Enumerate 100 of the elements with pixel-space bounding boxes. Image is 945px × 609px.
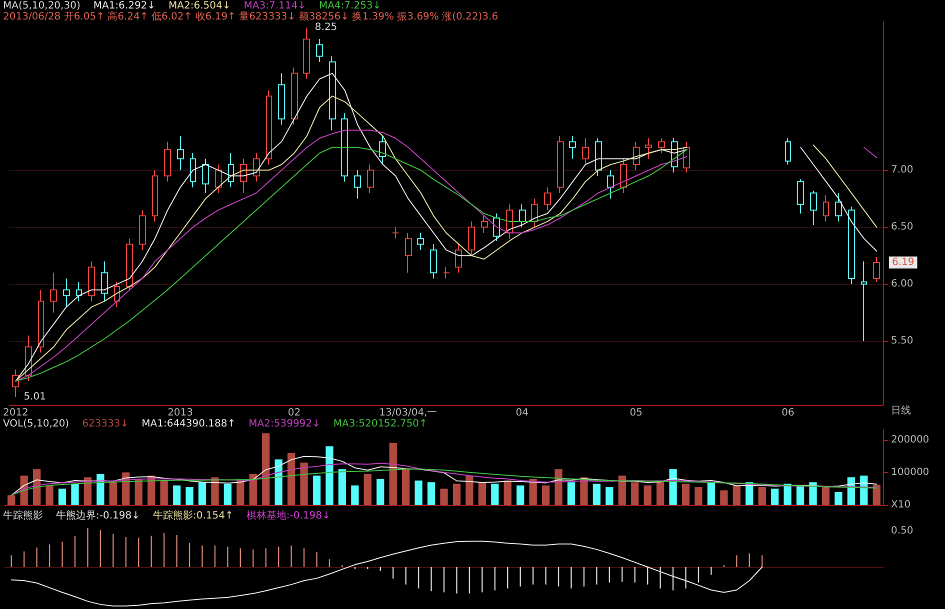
x-tick-label: 04 xyxy=(516,408,529,418)
candlestick xyxy=(658,138,665,154)
candlestick xyxy=(481,215,488,234)
bar xyxy=(58,488,66,505)
candlestick xyxy=(683,141,690,173)
y-tick-label: 6.50 xyxy=(891,222,914,233)
bar xyxy=(732,485,740,505)
bar xyxy=(784,484,792,505)
y-tick-label: 200000 xyxy=(891,434,930,446)
bar xyxy=(300,462,308,505)
line-series xyxy=(10,468,878,496)
candlestick xyxy=(443,266,450,279)
bar xyxy=(440,488,448,505)
x-tick-label: 2012 xyxy=(2,408,28,418)
candlestick xyxy=(316,38,323,62)
bar xyxy=(71,484,79,505)
text: 牛熊边界:-0.198↓ xyxy=(56,510,140,522)
bar xyxy=(758,487,766,505)
bar xyxy=(554,469,562,505)
candlestick xyxy=(38,289,44,354)
bar xyxy=(376,478,384,505)
annotation: 5.01 xyxy=(24,392,46,403)
candlestick xyxy=(329,56,336,131)
bar xyxy=(580,477,588,505)
bar xyxy=(872,484,880,505)
candlestick xyxy=(557,135,564,194)
candlestick xyxy=(519,204,526,228)
bar xyxy=(338,469,346,505)
bar xyxy=(46,485,54,505)
bar xyxy=(96,474,104,505)
candlestick xyxy=(152,170,158,222)
candlestick xyxy=(303,27,310,80)
candlestick xyxy=(810,190,817,226)
candlestick xyxy=(861,260,867,342)
candlestick xyxy=(215,164,222,194)
bar xyxy=(504,480,512,505)
legend-title: VOL(5,10,20) xyxy=(3,418,70,430)
candlestick xyxy=(417,232,424,250)
candlestick xyxy=(848,206,855,285)
candlestick xyxy=(266,90,272,165)
x-tick-label: 05 xyxy=(630,408,642,418)
bar xyxy=(326,446,334,505)
candlestick xyxy=(88,260,95,302)
candlestick xyxy=(392,226,399,240)
bar xyxy=(516,485,524,505)
bar xyxy=(707,482,716,505)
bar xyxy=(529,478,537,505)
x-tick-label: 06 xyxy=(782,408,794,418)
text: MA1:644390.188↑ xyxy=(142,418,236,430)
bar xyxy=(211,477,219,505)
text: MA2:539992↓ xyxy=(248,418,320,430)
text: MA3:520152.750↑ xyxy=(333,418,428,430)
candlestick xyxy=(354,170,361,200)
bar xyxy=(249,474,257,505)
bar xyxy=(606,487,614,505)
candlestick xyxy=(50,272,57,314)
bar xyxy=(478,482,486,505)
bar xyxy=(402,469,410,505)
candlestick xyxy=(873,256,880,282)
candlestick xyxy=(202,158,209,194)
candlestick xyxy=(126,238,133,290)
bar xyxy=(592,484,601,505)
y-tick-label: X10 xyxy=(891,500,911,510)
x-tick-label: 2013 xyxy=(168,408,194,418)
bar xyxy=(822,487,830,505)
bar xyxy=(694,487,702,505)
bar xyxy=(236,480,244,505)
bar xyxy=(134,478,142,505)
bar xyxy=(172,485,181,505)
text: 日线 xyxy=(891,404,911,416)
y-tick-label: 5.50 xyxy=(891,336,914,347)
x-tick-label: 02 xyxy=(288,408,301,418)
x-tick-label: 13/03/04,一 xyxy=(379,408,438,418)
candlestick xyxy=(291,67,298,126)
text: MA3:7.114↓ xyxy=(244,0,306,12)
text: 623333↓ xyxy=(82,418,129,430)
candlestick xyxy=(607,170,614,200)
y-tick-label: 100000 xyxy=(891,466,930,478)
candlestick xyxy=(595,138,602,176)
bar xyxy=(389,443,397,505)
bar xyxy=(452,484,461,505)
bar xyxy=(32,469,41,505)
bar xyxy=(491,484,499,505)
legend-title: 牛踪熊影 xyxy=(3,510,43,522)
bar xyxy=(809,482,817,505)
bar xyxy=(364,474,372,505)
candlestick xyxy=(835,192,842,222)
candlestick xyxy=(367,164,374,194)
candlestick xyxy=(797,178,804,214)
candlestick xyxy=(177,135,184,171)
bar xyxy=(631,482,639,505)
series-label: 牛踪熊影:0.154↑ xyxy=(152,510,234,522)
bar xyxy=(720,490,728,505)
bar xyxy=(186,487,194,505)
candlestick xyxy=(823,194,829,222)
candlestick xyxy=(405,232,412,274)
bar xyxy=(312,476,321,505)
candlestick xyxy=(139,210,146,250)
line-series xyxy=(10,456,878,496)
candlestick xyxy=(645,138,652,160)
